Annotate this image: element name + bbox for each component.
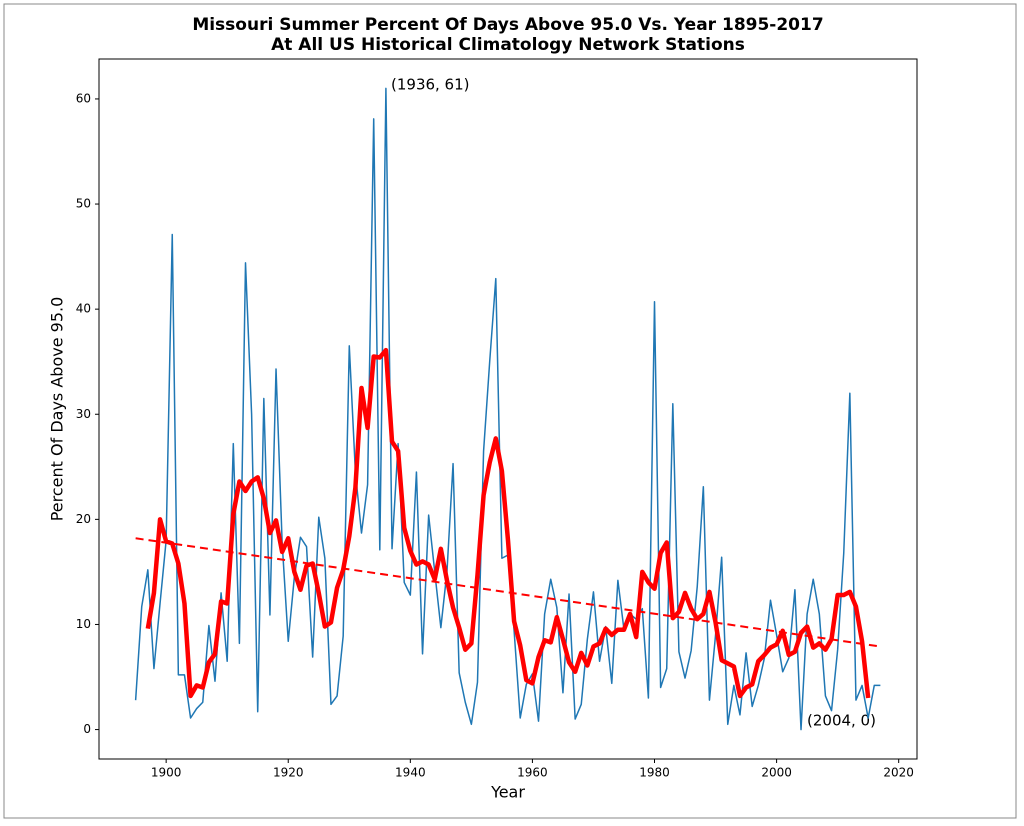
annotation: (2004, 0) — [807, 712, 876, 730]
x-tick-label: 1900 — [151, 766, 182, 780]
y-tick-label: 30 — [76, 407, 91, 421]
y-axis-label: Percent Of Days Above 95.0 — [48, 297, 67, 522]
y-tick-label: 50 — [76, 197, 91, 211]
y-tick-label: 60 — [76, 91, 91, 105]
chart-subtitle: At All US Historical Climatology Network… — [271, 35, 745, 55]
plot-area — [98, 58, 918, 760]
x-axis-label: Year — [490, 783, 525, 802]
x-tick-label: 1920 — [273, 766, 304, 780]
annotation: (1936, 61) — [391, 76, 470, 94]
x-tick-label: 1940 — [395, 766, 426, 780]
x-tick-label: 2000 — [761, 766, 792, 780]
y-tick-label: 10 — [76, 617, 91, 631]
y-tick-label: 20 — [76, 512, 91, 526]
chart-title: Missouri Summer Percent Of Days Above 95… — [192, 15, 823, 35]
x-tick-label: 2020 — [883, 766, 914, 780]
x-tick-label: 1960 — [517, 766, 548, 780]
series-line — [145, 347, 871, 699]
y-tick-label: 40 — [76, 302, 91, 316]
series-line — [135, 537, 881, 648]
y-tick-label: 0 — [83, 722, 91, 736]
x-tick-label: 1980 — [639, 766, 670, 780]
